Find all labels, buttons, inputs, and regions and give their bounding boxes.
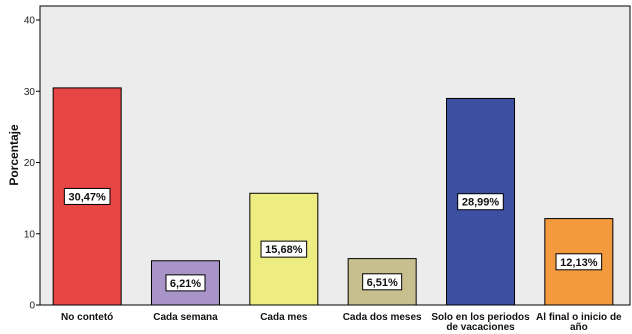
y-tick-label: 30 bbox=[24, 87, 36, 98]
plot-area bbox=[39, 5, 631, 306]
data-label: 6,51% bbox=[367, 277, 398, 289]
x-tick-label: Cada mes bbox=[260, 312, 308, 323]
x-axis-labels: No contetó Cada semana Cada mes Cada dos me… bbox=[40, 304, 630, 333]
y-tick-label: 20 bbox=[24, 158, 36, 169]
y-tick-label: 0 bbox=[29, 301, 35, 312]
data-label-box bbox=[457, 193, 504, 211]
y-tick-label: 40 bbox=[24, 16, 36, 27]
x-tick-label: Cada semana bbox=[153, 312, 218, 323]
data-label-box bbox=[555, 253, 603, 271]
data-label: 28,99% bbox=[462, 197, 500, 209]
data-label: 12,13% bbox=[560, 257, 598, 269]
data-label-box bbox=[260, 240, 308, 258]
x-tick-label: No contetó bbox=[61, 312, 113, 323]
data-label-box bbox=[63, 187, 111, 205]
y-axis: 0 10 20 30 40 bbox=[24, 6, 41, 312]
y-tick-label: 10 bbox=[24, 229, 36, 240]
x-tick-label: Cada dos meses bbox=[343, 312, 422, 323]
data-label: 6,21% bbox=[170, 278, 201, 290]
data-label-box bbox=[165, 274, 206, 292]
data-label: 15,68% bbox=[265, 244, 303, 256]
data-label: 30,47% bbox=[69, 191, 107, 203]
data-label-box bbox=[362, 273, 403, 291]
bars: 30,47% 6,21% 15,68% 6,51% 28,99% 12,13% bbox=[52, 87, 614, 306]
y-axis-label: Porcentaje bbox=[7, 124, 21, 186]
x-tick-label: Al final o inicio de año bbox=[536, 312, 622, 333]
x-tick-label: Solo en los periodos de vacaciones bbox=[431, 312, 530, 333]
